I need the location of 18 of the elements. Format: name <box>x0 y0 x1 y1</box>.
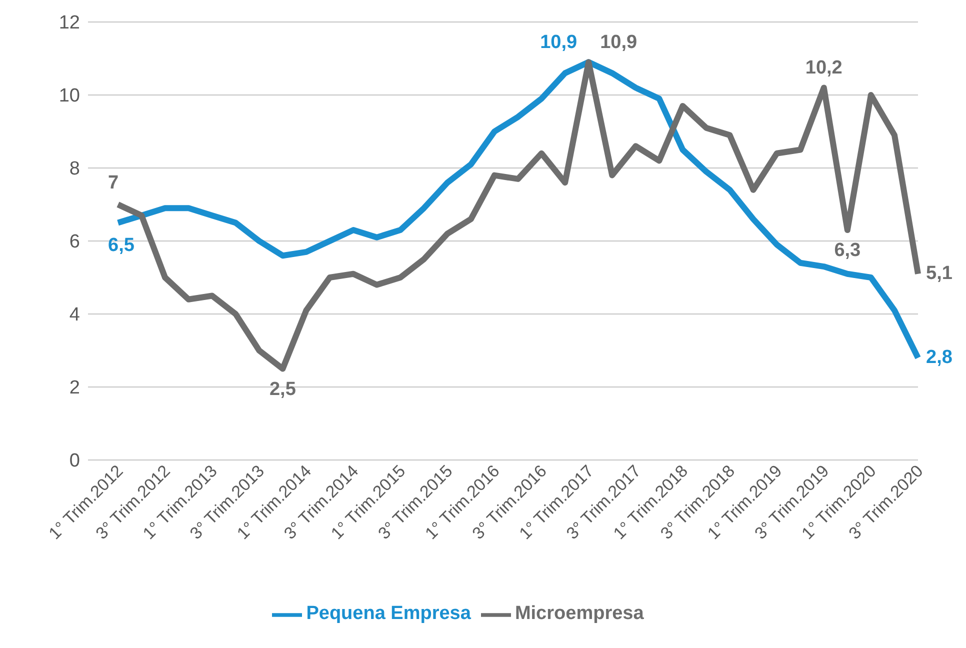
data-label: 2,5 <box>269 378 296 400</box>
y-tick-label: 2 <box>69 378 80 399</box>
y-tick-label: 12 <box>58 12 80 34</box>
data-label: 6,3 <box>834 240 861 262</box>
data-label: 5,1 <box>926 262 953 284</box>
data-label: 10,2 <box>805 58 842 79</box>
data-label: 7 <box>108 172 119 194</box>
y-tick-label: 10 <box>58 86 80 107</box>
legend-label: Microempresa <box>514 603 644 624</box>
data-label: 10,9 <box>540 32 578 54</box>
legend-label: Pequena Empresa <box>306 603 471 624</box>
y-tick-label: 8 <box>69 158 80 180</box>
y-tick-label: 4 <box>69 304 80 326</box>
data-label: 6,5 <box>108 234 135 256</box>
data-label: 2,8 <box>926 346 952 368</box>
y-tick-label: 6 <box>69 232 80 253</box>
data-label: 10,9 <box>600 32 638 54</box>
y-tick-label: 0 <box>69 450 80 472</box>
